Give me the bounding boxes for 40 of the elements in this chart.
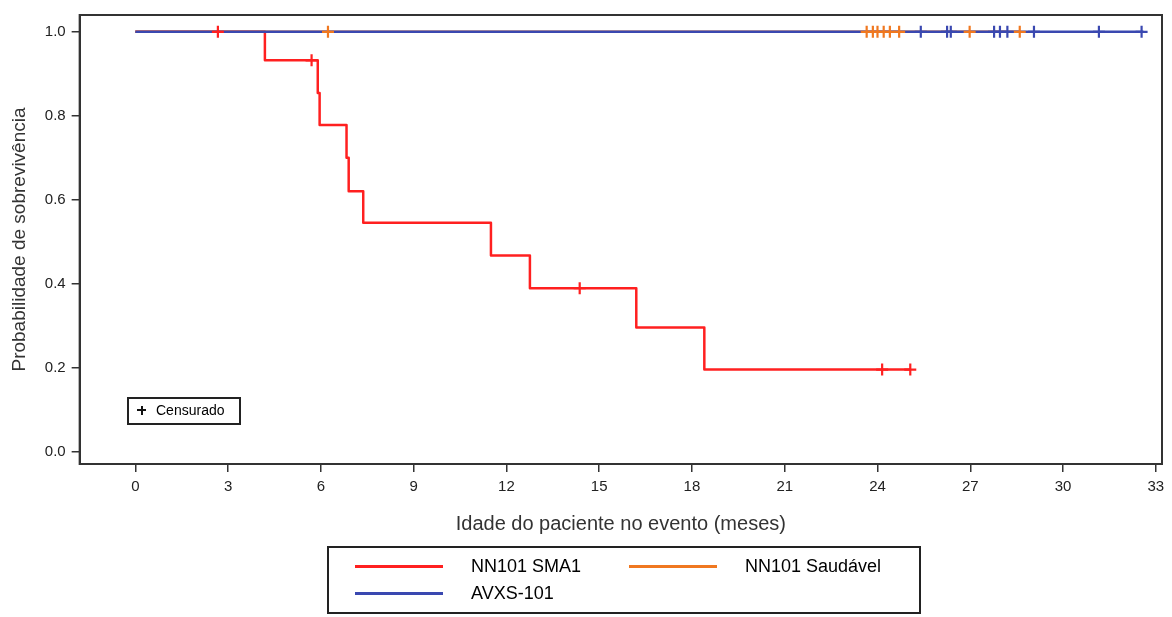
point xyxy=(1134,24,1149,39)
x-tick-label: 0 xyxy=(131,477,140,495)
legend-label: NN101 Saudável xyxy=(745,556,882,577)
point xyxy=(1000,24,1015,39)
x-tick-label: 33 xyxy=(1147,477,1165,495)
point xyxy=(320,24,336,39)
point xyxy=(210,24,225,39)
y-tick-label: 1.0 xyxy=(44,21,66,39)
point xyxy=(875,362,890,377)
point xyxy=(572,281,587,296)
x-tick-label: 21 xyxy=(776,477,794,495)
x-tick-label: 27 xyxy=(961,477,979,495)
y-tick-label: 0.6 xyxy=(44,189,66,207)
x-tick-label: 6 xyxy=(316,477,326,495)
point xyxy=(962,24,977,39)
y-tick-label: 0.4 xyxy=(44,273,66,291)
point xyxy=(913,24,928,39)
x-axis-title: Idade do paciente no evento (meses) xyxy=(455,511,786,534)
y-tick-label: 0.0 xyxy=(44,441,66,459)
point xyxy=(943,24,958,39)
y-tick-label: 0.2 xyxy=(44,357,66,375)
annotation: Censurado xyxy=(156,402,225,418)
point xyxy=(1091,24,1107,39)
x-tick-label: 12 xyxy=(498,477,515,495)
point xyxy=(304,53,319,68)
x-tick-label: 18 xyxy=(683,477,701,495)
x-tick-label: 3 xyxy=(223,477,233,495)
x-tick-label: 9 xyxy=(409,477,418,495)
point xyxy=(892,24,907,39)
key-box: Censurado xyxy=(127,397,241,425)
x-tick-label: 30 xyxy=(1054,477,1072,495)
legend-label: AVXS-101 xyxy=(471,583,554,604)
point xyxy=(903,362,918,377)
legend-label: NN101 SMA1 xyxy=(471,556,582,577)
point xyxy=(1012,24,1027,39)
y-axis-title: Probabilidade de sobrevivência xyxy=(7,107,29,372)
x-tick-label: 15 xyxy=(590,477,608,495)
y-tick-label: 0.8 xyxy=(44,105,66,123)
point xyxy=(1026,24,1042,39)
x-tick-label: 24 xyxy=(869,477,886,495)
